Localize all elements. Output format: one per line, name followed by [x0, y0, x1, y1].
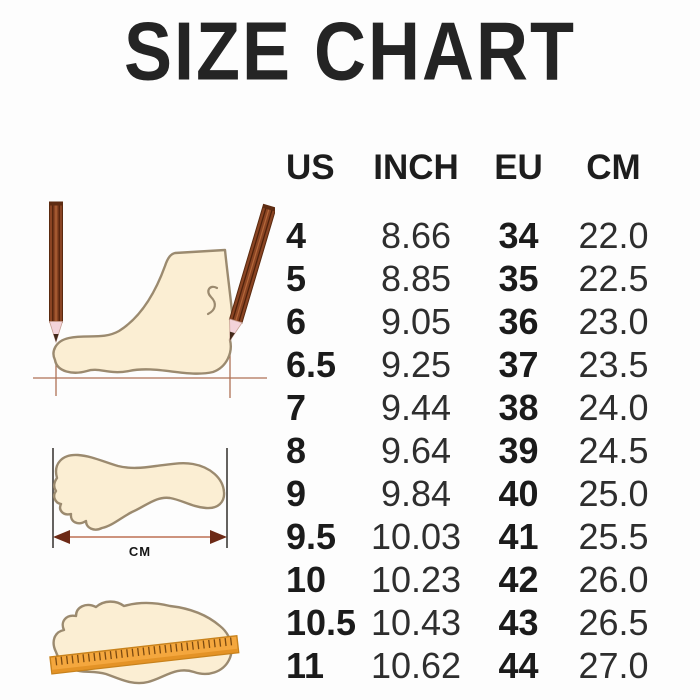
inch-cell: 10.03 [370, 516, 462, 558]
column-header-eu: EU [494, 148, 543, 187]
eu-cell: 39 [498, 430, 539, 472]
cm-cell: 25.0 [578, 473, 649, 515]
inch-cell: 10.43 [370, 602, 462, 644]
ruler-tick-marks [55, 637, 234, 666]
cm-arrow-label: CM [129, 544, 151, 559]
inch-cell: 8.85 [380, 257, 452, 299]
table-row: 6 9.05 36 23.0 [286, 300, 666, 343]
cm-cell: 26.5 [578, 602, 649, 644]
arrow-right-icon [210, 530, 227, 544]
cm-cell: 22.5 [578, 257, 649, 299]
ankle-crease-mark [206, 285, 219, 316]
us-cell: 7 [286, 386, 307, 428]
table-row: 9 9.84 40 25.0 [286, 473, 666, 516]
cm-cell: 24.5 [578, 430, 649, 472]
cm-cell: 27.0 [578, 645, 649, 687]
eu-cell: 44 [498, 645, 539, 687]
column-header-inch: INCH [373, 148, 459, 187]
cm-cell: 23.0 [578, 300, 649, 342]
table-row: 11 10.62 44 27.0 [286, 645, 666, 688]
eu-cell: 41 [498, 516, 539, 558]
us-cell: 10 [286, 559, 327, 601]
inch-cell: 8.66 [380, 214, 452, 256]
inch-cell: 9.05 [380, 300, 452, 342]
inch-cell: 9.25 [380, 343, 452, 385]
table-row: 6.5 9.25 37 23.5 [286, 343, 666, 386]
size-table-header: US INCH EU CM [286, 140, 666, 196]
pencil-icon [228, 203, 275, 342]
us-cell: 9 [286, 473, 307, 515]
inch-cell: 9.64 [380, 430, 452, 472]
us-cell: 4 [286, 214, 307, 256]
cm-cell: 25.5 [578, 516, 649, 558]
column-header-cm: CM [586, 148, 641, 187]
footprint-ruler-illustration [49, 600, 240, 685]
table-row: 4 8.66 34 22.0 [286, 214, 666, 257]
table-row: 8 9.64 39 24.5 [286, 429, 666, 472]
us-cell: 5 [286, 257, 307, 299]
eu-cell: 36 [498, 300, 539, 342]
arrow-left-icon [53, 530, 70, 544]
inch-cell: 9.84 [380, 473, 452, 515]
page-title: SIZE CHART [124, 6, 576, 98]
table-row: 9.5 10.03 41 25.5 [286, 516, 666, 559]
footprint-outline [53, 453, 226, 531]
cm-cell: 22.0 [578, 214, 649, 256]
table-row: 10.5 10.43 43 26.5 [286, 602, 666, 645]
ruler-icon [49, 634, 240, 675]
us-cell: 8 [286, 430, 307, 472]
eu-cell: 37 [498, 343, 539, 385]
inch-cell: 9.44 [380, 386, 452, 428]
us-cell: 10.5 [286, 602, 357, 644]
cm-cell: 23.5 [578, 343, 649, 385]
us-cell: 11 [286, 645, 325, 687]
eu-cell: 42 [498, 559, 539, 601]
eu-cell: 34 [498, 214, 539, 256]
eu-cell: 38 [498, 386, 539, 428]
table-row: 7 9.44 38 24.0 [286, 386, 666, 429]
inch-cell: 10.62 [370, 645, 462, 687]
pencil-icon [48, 201, 64, 344]
us-cell: 6.5 [286, 343, 337, 385]
column-header-us: US [286, 148, 335, 187]
foot-length-measure-illustration [33, 201, 275, 398]
table-row: 10 10.23 42 26.0 [286, 559, 666, 602]
inch-cell: 10.23 [370, 559, 462, 601]
us-cell: 9.5 [286, 516, 337, 558]
table-row: 5 8.85 35 22.5 [286, 257, 666, 300]
footprint-length-arrow-illustration: CM [52, 448, 228, 559]
eu-cell: 43 [498, 602, 539, 644]
size-table: US INCH EU CM 4 8.66 34 22.0 5 8.85 35 2… [286, 140, 666, 688]
cm-cell: 26.0 [578, 559, 649, 601]
foot-side-outline [52, 248, 235, 375]
eu-cell: 35 [498, 257, 539, 299]
us-cell: 6 [286, 300, 307, 342]
eu-cell: 40 [498, 473, 539, 515]
cm-cell: 24.0 [578, 386, 649, 428]
